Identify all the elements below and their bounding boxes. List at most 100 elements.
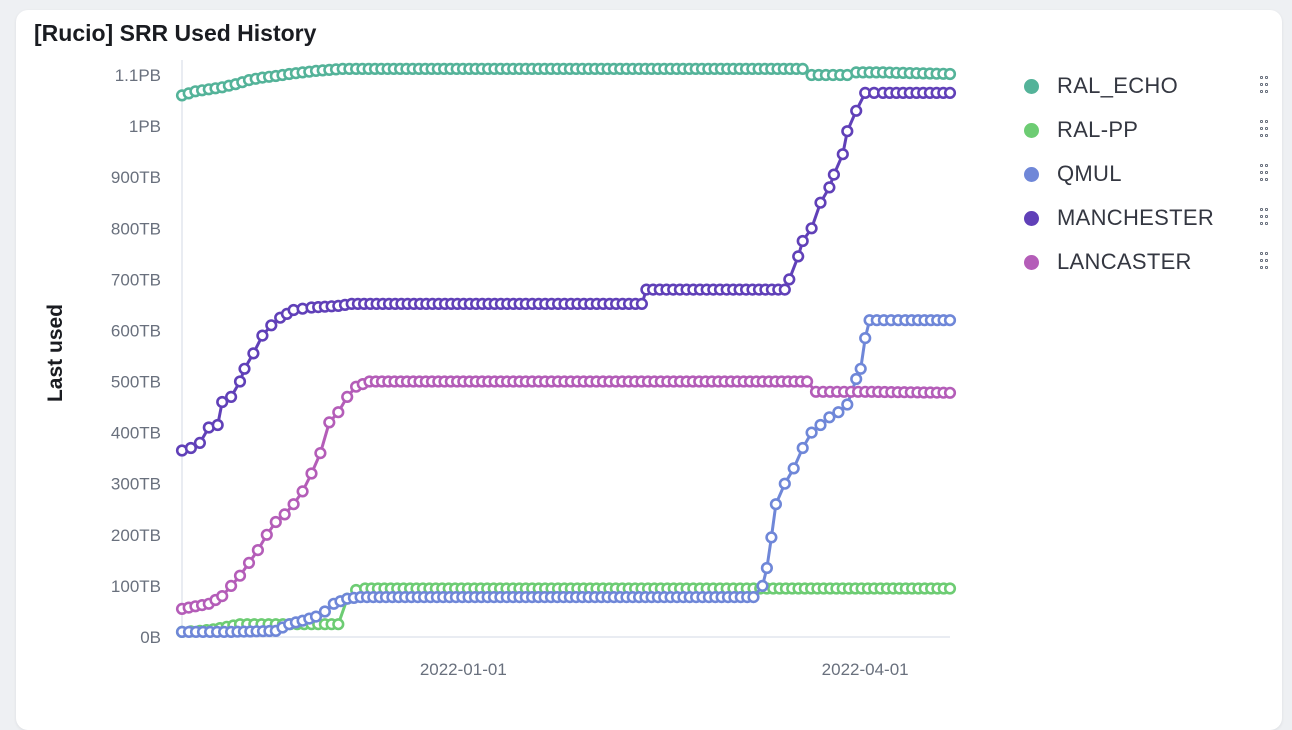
data-point[interactable] xyxy=(827,168,841,181)
data-point[interactable] xyxy=(943,67,957,81)
data-point[interactable] xyxy=(305,467,318,480)
data-point[interactable] xyxy=(760,561,774,575)
data-point[interactable] xyxy=(225,579,238,593)
data-point[interactable] xyxy=(296,485,309,498)
data-point[interactable] xyxy=(216,395,229,409)
data-point[interactable] xyxy=(184,441,197,455)
data-point[interactable] xyxy=(265,319,278,332)
data-point[interactable] xyxy=(943,314,957,327)
legend-swatch xyxy=(1024,254,1039,270)
data-point[interactable] xyxy=(216,589,229,603)
data-point[interactable] xyxy=(256,329,269,342)
data-point[interactable] xyxy=(850,104,863,117)
legend-item[interactable]: MANCHESTER xyxy=(1016,196,1276,240)
data-point[interactable] xyxy=(260,528,273,541)
y-tick-label: 700TB xyxy=(111,270,161,289)
data-point[interactable] xyxy=(635,297,649,311)
data-point[interactable] xyxy=(805,222,818,235)
data-point[interactable] xyxy=(287,498,300,511)
data-point[interactable] xyxy=(841,398,854,411)
data-point[interactable] xyxy=(823,411,836,424)
data-point[interactable] xyxy=(314,447,327,460)
y-tick-label: 300TB xyxy=(111,475,161,494)
y-tick-label: 1PB xyxy=(129,117,161,136)
y-tick-label: 200TB xyxy=(111,526,161,545)
legend-options-icon[interactable] xyxy=(1260,252,1268,272)
data-point[interactable] xyxy=(278,508,291,521)
legend-options-icon[interactable] xyxy=(1260,208,1268,228)
series-qmul xyxy=(175,314,957,639)
data-point[interactable] xyxy=(778,283,791,296)
data-point[interactable] xyxy=(854,362,867,375)
y-tick-label: 800TB xyxy=(111,219,161,238)
data-point[interactable] xyxy=(796,441,809,455)
data-point[interactable] xyxy=(247,347,260,360)
data-point[interactable] xyxy=(814,418,827,432)
x-tick-label: 2022-01-01 xyxy=(420,660,507,679)
legend-options-icon[interactable] xyxy=(1260,120,1268,140)
y-axis-tick-labels: 0B 100TB 200TB 300TB 400TB 500TB 600TB 700TB 800… xyxy=(111,66,161,647)
data-point[interactable] xyxy=(778,477,791,490)
series-ral-echo xyxy=(175,62,957,102)
legend-label: RAL-PP xyxy=(1057,117,1139,142)
legend-swatch xyxy=(1024,210,1039,226)
data-point[interactable] xyxy=(332,618,345,631)
data-point[interactable] xyxy=(769,498,783,511)
legend-label: RAL_ECHO xyxy=(1057,73,1178,98)
data-point[interactable] xyxy=(943,582,957,595)
data-point[interactable] xyxy=(756,579,769,593)
legend-options-icon[interactable] xyxy=(1260,76,1268,96)
data-point[interactable] xyxy=(765,531,778,544)
data-point[interactable] xyxy=(805,426,818,439)
data-point[interactable] xyxy=(832,406,845,419)
legend-item[interactable]: RAL_ECHO xyxy=(1016,64,1276,108)
legend-swatch xyxy=(1024,166,1039,182)
y-tick-label: 1.1PB xyxy=(115,66,161,85)
legend-options-icon[interactable] xyxy=(1260,164,1268,184)
data-point[interactable] xyxy=(238,362,251,375)
data-point[interactable] xyxy=(943,86,957,99)
legend-label: LANCASTER xyxy=(1057,249,1192,274)
data-point[interactable] xyxy=(792,250,805,263)
y-tick-label: 100TB xyxy=(111,577,161,596)
legend-swatch xyxy=(1024,122,1039,138)
data-point[interactable] xyxy=(787,462,800,475)
data-point[interactable] xyxy=(850,372,863,386)
legend-item[interactable]: QMUL xyxy=(1016,152,1276,196)
data-point[interactable] xyxy=(233,375,247,388)
data-point[interactable] xyxy=(211,418,224,432)
data-point[interactable] xyxy=(823,181,836,194)
data-point[interactable] xyxy=(318,605,332,618)
data-point[interactable] xyxy=(841,125,854,138)
y-tick-label: 900TB xyxy=(111,168,161,187)
data-point[interactable] xyxy=(242,556,256,570)
x-tick-label: 2022-04-01 xyxy=(822,660,909,679)
series-manchester xyxy=(175,86,957,457)
chart-plot: 0B 100TB 200TB 300TB 400TB 500TB 600TB 700TB 800… xyxy=(44,60,957,679)
data-point[interactable] xyxy=(814,196,827,209)
data-point[interactable] xyxy=(193,436,206,450)
data-point[interactable] xyxy=(943,386,957,399)
legend-item[interactable]: LANCASTER xyxy=(1016,240,1276,284)
data-point[interactable] xyxy=(251,543,264,557)
data-point[interactable] xyxy=(859,332,872,345)
data-point[interactable] xyxy=(269,515,282,529)
legend-item[interactable]: RAL-PP xyxy=(1016,108,1276,152)
y-tick-label: 0B xyxy=(140,628,161,647)
data-point[interactable] xyxy=(796,234,809,248)
data-point[interactable] xyxy=(332,406,345,419)
data-point[interactable] xyxy=(783,273,796,286)
data-point[interactable] xyxy=(747,590,760,604)
data-point[interactable] xyxy=(323,416,336,429)
data-point[interactable] xyxy=(836,148,849,161)
data-point[interactable] xyxy=(233,569,247,582)
data-point[interactable] xyxy=(796,62,809,76)
chart-panel: [Rucio] SRR Used History 0B 100TB 200TB 300… xyxy=(16,10,1282,730)
data-point[interactable] xyxy=(225,390,238,404)
data-point[interactable] xyxy=(309,610,323,623)
y-axis-title: Last used xyxy=(44,304,67,402)
data-point[interactable] xyxy=(341,390,354,404)
legend-label: QMUL xyxy=(1057,161,1122,186)
data-point[interactable] xyxy=(800,375,814,388)
y-tick-label: 600TB xyxy=(111,321,161,340)
